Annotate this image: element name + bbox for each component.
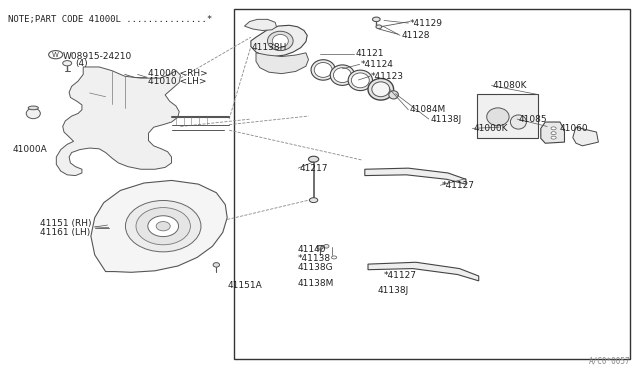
Ellipse shape (324, 244, 329, 248)
Ellipse shape (487, 108, 509, 126)
Text: 41161 (LH): 41161 (LH) (40, 228, 90, 237)
Ellipse shape (551, 127, 556, 130)
Text: A/C0*0057: A/C0*0057 (589, 356, 630, 365)
Text: W08915-24210: W08915-24210 (63, 52, 132, 61)
Text: *41138: *41138 (298, 254, 331, 263)
Text: 41151 (RH): 41151 (RH) (40, 219, 91, 228)
Ellipse shape (310, 198, 318, 202)
Ellipse shape (332, 256, 337, 259)
Polygon shape (91, 180, 227, 272)
Ellipse shape (333, 68, 351, 83)
Text: *41127: *41127 (442, 181, 475, 190)
Text: *41127: *41127 (384, 271, 417, 280)
Bar (234, 9, 630, 359)
Ellipse shape (551, 132, 556, 135)
Ellipse shape (26, 108, 40, 119)
Text: *41129: *41129 (410, 19, 443, 28)
Ellipse shape (136, 208, 191, 245)
Polygon shape (365, 168, 466, 184)
Text: 41000A: 41000A (13, 145, 47, 154)
Text: *41123: *41123 (371, 72, 404, 81)
Polygon shape (368, 262, 479, 281)
Ellipse shape (351, 73, 369, 88)
Ellipse shape (388, 91, 398, 99)
Text: W: W (52, 52, 59, 58)
Text: (4): (4) (76, 60, 88, 68)
Text: 41138M: 41138M (298, 279, 334, 288)
Polygon shape (244, 19, 276, 31)
Text: 41084M: 41084M (410, 105, 446, 114)
Text: 41121: 41121 (355, 49, 384, 58)
Ellipse shape (148, 216, 179, 237)
Ellipse shape (156, 221, 170, 231)
Ellipse shape (49, 51, 63, 59)
Ellipse shape (511, 115, 527, 129)
Text: 41080K: 41080K (493, 81, 527, 90)
Text: 41138J: 41138J (430, 115, 461, 124)
Ellipse shape (317, 246, 323, 249)
Polygon shape (251, 25, 307, 57)
Text: 41000K: 41000K (474, 124, 508, 133)
Ellipse shape (348, 70, 372, 91)
Text: 41140: 41140 (298, 246, 326, 254)
Ellipse shape (372, 82, 390, 97)
Polygon shape (573, 127, 598, 146)
Ellipse shape (63, 61, 72, 66)
Text: 41138G: 41138G (298, 263, 333, 272)
Ellipse shape (551, 136, 556, 139)
Ellipse shape (376, 25, 381, 29)
Ellipse shape (125, 201, 201, 252)
Ellipse shape (28, 106, 38, 110)
Polygon shape (256, 53, 308, 74)
Text: 41060: 41060 (560, 124, 589, 133)
Text: *41124: *41124 (361, 60, 394, 69)
Text: 41010 <LH>: 41010 <LH> (148, 77, 207, 86)
Polygon shape (541, 122, 564, 143)
Ellipse shape (368, 78, 394, 100)
Text: 41128: 41128 (401, 31, 430, 40)
Text: 41000 <RH>: 41000 <RH> (148, 69, 208, 78)
Text: 41138H: 41138H (252, 43, 287, 52)
Polygon shape (56, 67, 180, 176)
Ellipse shape (311, 60, 335, 80)
Ellipse shape (314, 62, 332, 77)
Ellipse shape (268, 31, 293, 51)
Ellipse shape (330, 65, 355, 86)
Text: 41085: 41085 (518, 115, 547, 124)
Bar (477, 94, 538, 138)
Ellipse shape (273, 35, 288, 48)
Ellipse shape (372, 17, 380, 22)
Text: NOTE;PART CODE 41000L ...............*: NOTE;PART CODE 41000L ...............* (8, 15, 212, 24)
Text: 41217: 41217 (300, 164, 328, 173)
Text: 41138J: 41138J (378, 286, 409, 295)
Ellipse shape (308, 156, 319, 162)
Ellipse shape (213, 263, 220, 267)
Text: 41151A: 41151A (227, 281, 262, 290)
